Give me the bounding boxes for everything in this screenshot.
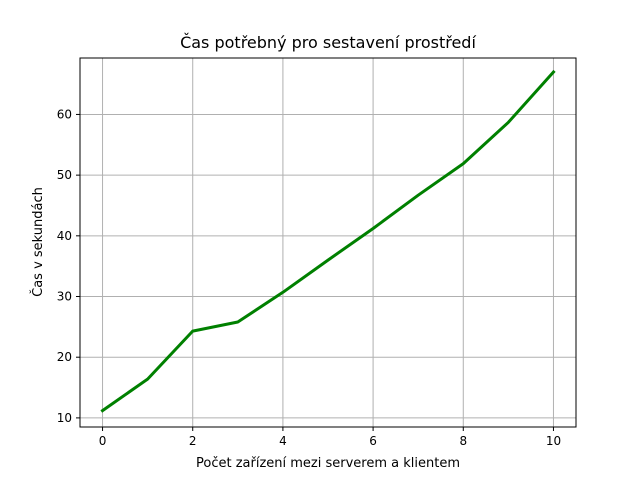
grid bbox=[80, 58, 576, 427]
x-tick-label: 2 bbox=[189, 434, 197, 448]
plot-background bbox=[80, 58, 576, 427]
x-tick-label: 8 bbox=[459, 434, 467, 448]
y-tick-label: 40 bbox=[57, 229, 72, 243]
x-tick-label: 6 bbox=[369, 434, 377, 448]
plot-frame bbox=[79, 57, 577, 428]
y-tick-label: 20 bbox=[57, 350, 72, 364]
series-layer bbox=[100, 69, 556, 413]
series-line bbox=[100, 69, 556, 413]
y-tick-label: 60 bbox=[57, 107, 72, 121]
x-tick-label: 10 bbox=[546, 434, 561, 448]
y-tick-label: 30 bbox=[57, 290, 72, 304]
x-tick-label: 4 bbox=[279, 434, 287, 448]
x-axis-label: Počet zařízení mezi serverem a klientem bbox=[196, 456, 460, 471]
y-tick-label: 50 bbox=[57, 168, 72, 182]
y-tick-label: 10 bbox=[57, 411, 72, 425]
chart-title: Čas potřebný pro sestavení prostředí bbox=[180, 33, 476, 52]
y-axis-label: Čas v sekundách bbox=[30, 187, 46, 297]
x-tick-label: 0 bbox=[99, 434, 107, 448]
y-axis-ticks: 10 20 30 40 50 60 bbox=[57, 107, 80, 425]
x-axis-ticks: 0 2 4 6 8 10 bbox=[99, 427, 561, 448]
